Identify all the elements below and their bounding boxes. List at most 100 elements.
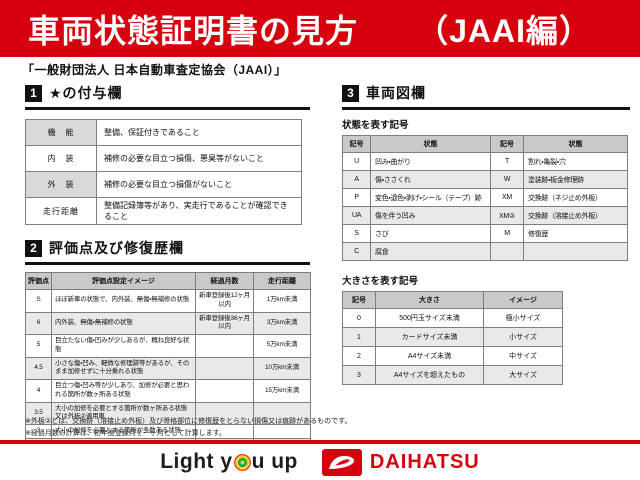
table-row: 内 装補修の必要な目立つ損傷、悪臭等がないこと <box>25 145 302 172</box>
table-cell: カードサイズ未満 <box>375 327 484 347</box>
condition-symbol-table: 記号 状態 記号 状態 U 凹み・曲がり T 割れ・亀裂・穴 A 傷・ささくれ W 塗装跡・板… <box>342 135 628 261</box>
table-cell: 内外装、無傷・無補修の状態 <box>51 311 196 336</box>
table-row: UA 傷を伴う凹み XM② 交換跡（溶接止め外板） <box>342 206 628 225</box>
table-cell <box>195 334 254 358</box>
table-cell: UA <box>342 206 371 225</box>
table-cell: P <box>342 188 371 207</box>
table-cell: 3万km未満 <box>253 311 311 336</box>
table-cell: 修復歴 <box>523 224 628 243</box>
table-cell: 6 <box>25 311 52 336</box>
section-title: ★の付与欄 <box>49 85 123 101</box>
table-cell: 4.5 <box>25 356 52 381</box>
column-header: 記号 <box>490 135 524 153</box>
section-header-star: 1 ★の付与欄 <box>25 83 310 110</box>
table-cell: 2 <box>342 346 376 366</box>
table-cell: 15万km未満 <box>253 379 311 403</box>
table-cell: A <box>342 170 371 189</box>
table-row: 1 カードサイズ未満 小サイズ <box>342 327 563 347</box>
condition-symbols-label: 状態を表す記号 <box>342 120 409 131</box>
table-row: U 凹み・曲がり T 割れ・亀裂・穴 <box>342 152 628 171</box>
table-cell: U <box>342 152 371 171</box>
table-cell <box>523 242 628 261</box>
brand-name: DAIHATSU <box>369 450 480 473</box>
table-row: S ほぼ新車の状態で、内外装、無傷・無補修の状態 新車登録後12ヶ月以内 1万km未満 <box>25 289 311 313</box>
table-row: S さび M 修復歴 <box>342 224 628 243</box>
table-cell: 交換跡（溶接止め外板） <box>523 206 628 225</box>
section-number-badge: 1 <box>25 84 42 102</box>
table-cell: XM② <box>490 206 524 225</box>
table-cell: 傷を伴う凹み <box>370 206 491 225</box>
table-row: 3 大小の加修を必要とする箇所が多数ある状態 <box>25 424 311 439</box>
table-cell: 10万km未満 <box>253 356 311 381</box>
table-cell: ほぼ新車の状態で、内外装、無傷・無補修の状態 <box>51 289 196 313</box>
table-cell: A4サイズを超えたもの <box>375 365 484 385</box>
column-header: 状態 <box>370 135 491 153</box>
column-header: 経過月数 <box>195 272 254 290</box>
table-row: P 変色・退色・剥げ・シール（テープ）跡 XM 交換跡（ネジ止め外板） <box>342 188 628 207</box>
table-cell: A4サイズ未満 <box>375 346 484 366</box>
table-row: 4.5 小さな傷・凹み、軽微な修理跡等があるが、そのまま加修せずに十分乗れる状態 1… <box>25 356 311 381</box>
light-you-up-logo: Light y u up <box>160 450 298 474</box>
table-header-row: 記号 大きさ イメージ <box>342 291 563 309</box>
table-cell: 内 装 <box>25 145 97 172</box>
organization-subtitle: 「一般財団法人 日本自動車査定協会（JAAI）」 <box>22 63 287 77</box>
column-header: 状態 <box>523 135 628 153</box>
table-cell: 補修の必要な目立つ損傷がないこと <box>96 171 302 198</box>
table-cell: 腐食 <box>370 242 491 261</box>
table-cell: 外 装 <box>25 171 97 198</box>
table-row: 0 500円玉サイズ未満 極小サイズ <box>342 308 563 328</box>
table-cell: 目立つ傷・凹み等が少しあり、加修が必要と思われる箇所が数ヶ所ある状態 <box>51 379 196 403</box>
table-row: C 腐食 <box>342 242 628 261</box>
column-header: 走行距離 <box>253 272 311 290</box>
table-cell: 機 能 <box>25 119 97 146</box>
table-row: 3.5 大小の加修を必要とする箇所が数ヶ所ある状態又は外板②適用車 <box>25 401 311 426</box>
table-row: 4 目立つ傷・凹み等が少しあり、加修が必要と思われる箇所が数ヶ所ある状態 15万km… <box>25 379 311 403</box>
section-header-evaluation: 2 評価点及び修復歴欄 <box>25 238 310 265</box>
column-header: 大きさ <box>375 291 484 309</box>
table-cell: 5 <box>25 334 52 358</box>
target-ring-icon <box>233 453 251 471</box>
table-cell: 傷・ささくれ <box>370 170 491 189</box>
table-cell: T <box>490 152 524 171</box>
table-cell: 新車登録後12ヶ月以内 <box>195 289 254 313</box>
column-header: イメージ <box>483 291 563 309</box>
table-cell: 大サイズ <box>483 365 563 385</box>
table-cell: 中サイズ <box>483 346 563 366</box>
table-cell <box>195 356 254 381</box>
footnotes: ※外板②とは、交換跡（溶接止め外板）及び骨格部位に修復歴をとらない損傷又は痕跡が… <box>25 416 351 439</box>
table-cell: 3 <box>342 365 376 385</box>
table-cell: 割れ・亀裂・穴 <box>523 152 628 171</box>
slogan-text: Light y <box>160 450 233 473</box>
column-header: 評価点設定イメージ <box>51 272 196 290</box>
table-cell: 500円玉サイズ未満 <box>375 308 484 328</box>
title-banner: 車両状態証明書の見方 （JAAI編） <box>0 0 640 57</box>
table-cell: 変色・退色・剥げ・シール（テープ）跡 <box>370 188 491 207</box>
star-criteria-table: 機 能整備、保証付きであること内 装補修の必要な目立つ損傷、悪臭等がないこと外 … <box>25 119 302 225</box>
table-cell: 1万km未満 <box>253 289 311 313</box>
table-cell: 塗装跡・板金修理跡 <box>523 170 628 189</box>
table-cell: S <box>342 224 371 243</box>
column-header: 記号 <box>342 291 376 309</box>
table-row: 6 内外装、無傷・無補修の状態 新車登録後36ヶ月以内 3万km未満 <box>25 311 311 336</box>
section-number-badge: 3 <box>342 84 359 102</box>
table-row: 外 装補修の必要な目立つ損傷がないこと <box>25 171 302 198</box>
table-cell: 極小サイズ <box>483 308 563 328</box>
table-cell: 目立たない傷・凹みが少しあるが、概ね良好な状態 <box>51 334 196 358</box>
footer-divider <box>0 440 640 444</box>
table-cell <box>490 242 524 261</box>
table-row: 機 能整備、保証付きであること <box>25 119 302 146</box>
table-row: 3 A4サイズを超えたもの 大サイズ <box>342 365 563 385</box>
table-cell: 0 <box>342 308 376 328</box>
right-column: 3 車両図欄 状態を表す記号 記号 状態 記号 状態 U 凹み・曲がり T 割れ・亀裂… <box>342 83 630 385</box>
table-cell: 凹み・曲がり <box>370 152 491 171</box>
table-cell: 1 <box>342 327 376 347</box>
table-cell: 補修の必要な目立つ損傷、悪臭等がないこと <box>96 145 302 172</box>
table-header-row: 評価点 評価点設定イメージ 経過月数 走行距離 <box>25 272 311 290</box>
table-cell: C <box>342 242 371 261</box>
page-title: 車両状態証明書の見方 <box>28 12 359 49</box>
table-cell: さび <box>370 224 491 243</box>
footer: Light y u up DAIHATSU <box>0 444 640 480</box>
table-cell: 小サイズ <box>483 327 563 347</box>
section-title: 車両図欄 <box>366 85 426 101</box>
page-title-edition: （JAAI編） <box>416 12 592 49</box>
